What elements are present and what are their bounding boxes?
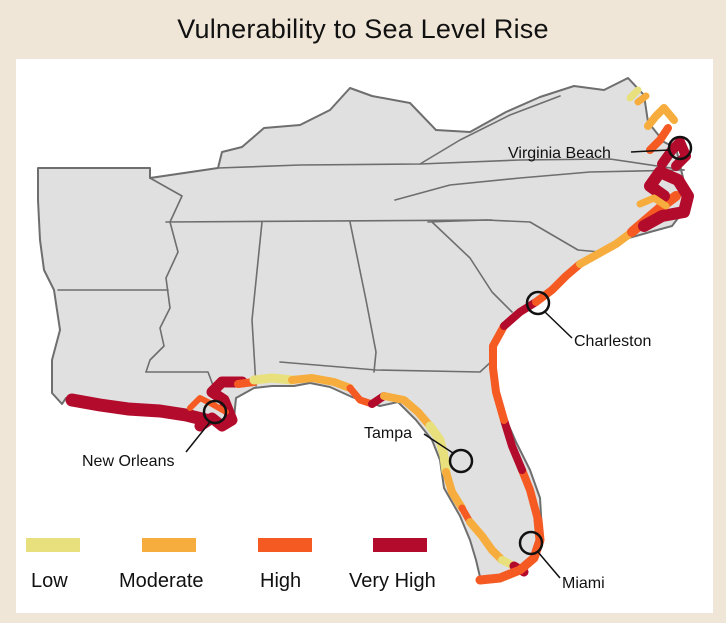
coast-segment-low <box>425 421 451 477</box>
miami-label: Miami <box>562 575 605 592</box>
coast-segment-high <box>346 384 376 408</box>
coast-segment-moderate <box>380 392 434 430</box>
coast-segment-very-high <box>65 393 213 427</box>
coast-segment-moderate <box>288 374 354 392</box>
city-marker-charleston[interactable]: Charleston <box>525 290 651 350</box>
coast-segment-moderate <box>576 228 636 268</box>
city-marker-virginia-beach[interactable]: Virginia Beach <box>508 135 693 162</box>
legend-label-low: Low <box>31 570 68 592</box>
mississippi-river-border <box>145 177 183 373</box>
coast-segment-high <box>187 395 229 415</box>
city-marker-miami[interactable]: Miami <box>518 530 605 592</box>
miami-ring <box>518 530 544 556</box>
charleston-label: Charleston <box>574 333 651 350</box>
coast-segment-very-high <box>500 416 526 474</box>
new-orleans-label: New Orleans <box>82 453 174 470</box>
coast-segment-high <box>518 466 542 524</box>
coast-segment-moderate <box>442 468 466 512</box>
legend-swatch-very-high <box>373 538 427 552</box>
legend-swatch-low <box>26 538 80 552</box>
city-marker-tampa[interactable]: Tampa <box>364 425 474 474</box>
alabama-georgia-border <box>349 221 377 373</box>
west-virginia-virginia-border <box>419 95 561 165</box>
north-carolina-south-carolina-border <box>427 219 601 253</box>
charleston-leader <box>544 311 573 339</box>
tennessee-southern-border <box>165 219 493 223</box>
georgia-south-carolina-border <box>431 221 513 313</box>
legend-label-high: High <box>260 570 301 592</box>
new-orleans-leader <box>185 421 211 453</box>
coast-segment-moderate <box>634 92 650 106</box>
legend-label-very-high: Very High <box>349 570 436 592</box>
coast-segment-low <box>626 86 642 102</box>
louisiana-mississippi-border <box>145 371 215 389</box>
miami-leader <box>537 551 561 579</box>
coast-segment-moderate <box>466 518 506 564</box>
legend-swatch-moderate <box>142 538 196 552</box>
coast-segment-low <box>249 373 297 385</box>
coast-segment-very-high <box>500 298 540 330</box>
map-panel: Virginia Beach Charleston New Orleans Ta… <box>16 59 713 613</box>
mississippi-alabama-border <box>251 221 263 387</box>
coast-segment-moderate <box>636 194 670 210</box>
legend: Low Moderate High Very High <box>26 538 436 592</box>
virginia-beach-label: Virginia Beach <box>508 145 611 162</box>
tampa-label: Tampa <box>364 425 412 442</box>
coast-segment-high <box>532 260 584 306</box>
city-marker-new-orleans[interactable]: New Orleans <box>82 399 228 470</box>
coast-segment-high <box>646 124 672 154</box>
map-svg: Virginia Beach Charleston New Orleans Ta… <box>26 77 694 592</box>
virginia-beach-ring <box>667 135 693 161</box>
coast-segment-very-high <box>638 166 694 232</box>
legend-label-moderate: Moderate <box>119 570 204 592</box>
legend-swatch-high <box>258 538 312 552</box>
new-orleans-ring <box>202 399 228 425</box>
virginia-north-carolina-border <box>394 169 685 201</box>
tampa-leader <box>423 433 454 454</box>
florida-northern-border <box>279 359 494 373</box>
map-title: Vulnerability to Sea Level Rise <box>177 14 549 44</box>
virginia-beach-leader <box>630 149 670 153</box>
charleston-ring <box>525 290 551 316</box>
coast-segment-high <box>489 322 508 372</box>
city-markers: Virginia Beach Charleston New Orleans Ta… <box>82 135 693 592</box>
coast-segment-high <box>489 364 508 424</box>
state-borders <box>57 95 685 389</box>
coast-segment-moderate <box>644 104 678 130</box>
tampa-ring <box>448 448 474 474</box>
